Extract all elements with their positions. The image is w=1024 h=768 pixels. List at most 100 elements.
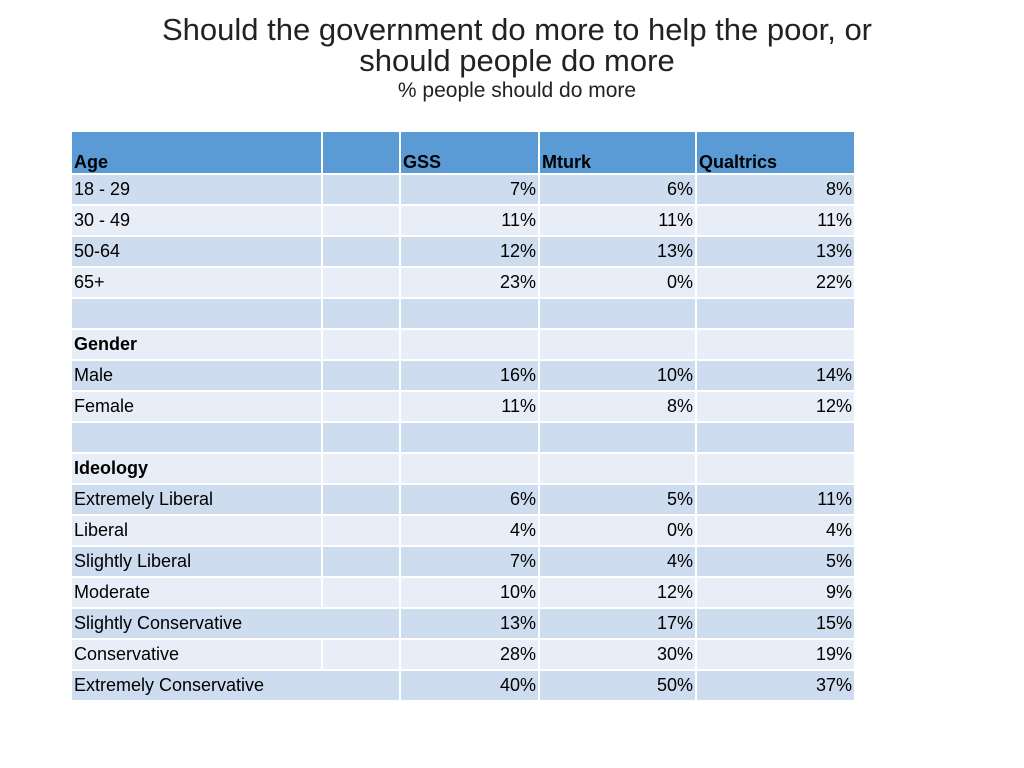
mturk-cell: 4%	[538, 545, 697, 578]
slide-title-line-1: Should the government do more to help th…	[161, 12, 873, 47]
table-row: Extremely Liberal 6% 5% 11%	[70, 483, 856, 516]
gss-cell: 23%	[399, 266, 540, 299]
qualtrics-cell: 14%	[695, 359, 856, 392]
qualtrics-cell: 4%	[695, 514, 856, 547]
qualtrics-cell: 19%	[695, 638, 856, 671]
row-blank-cell	[321, 576, 401, 609]
row-label: Female	[70, 390, 323, 423]
gss-cell	[399, 421, 540, 454]
qualtrics-cell: 11%	[695, 483, 856, 516]
row-label: Conservative	[70, 638, 323, 671]
qualtrics-cell: 9%	[695, 576, 856, 609]
table-body: 18 - 29 7% 6% 8% 30 - 49 11% 11% 11% 50-64 12% 13%…	[70, 173, 856, 702]
qualtrics-cell: 37%	[695, 669, 856, 702]
qualtrics-cell: 15%	[695, 607, 856, 640]
row-blank-cell	[321, 266, 401, 299]
gss-cell: 13%	[399, 607, 540, 640]
gss-cell: 12%	[399, 235, 540, 268]
slide-subtitle: % people should do more	[397, 79, 637, 102]
row-blank-cell	[321, 297, 401, 330]
mturk-cell: 6%	[538, 173, 697, 206]
qualtrics-cell: 8%	[695, 173, 856, 206]
row-label	[70, 297, 323, 330]
header-qualtrics: Qualtrics	[695, 130, 856, 175]
row-label: Male	[70, 359, 323, 392]
row-blank-cell	[321, 638, 401, 671]
qualtrics-cell: 5%	[695, 545, 856, 578]
gss-cell	[399, 328, 540, 361]
gss-cell	[399, 297, 540, 330]
gss-cell: 11%	[399, 204, 540, 237]
table-row: Female 11% 8% 12%	[70, 390, 856, 423]
gss-cell: 10%	[399, 576, 540, 609]
gss-cell: 7%	[399, 173, 540, 206]
row-blank-cell	[321, 483, 401, 516]
table-row: 65+ 23% 0% 22%	[70, 266, 856, 299]
qualtrics-cell: 22%	[695, 266, 856, 299]
mturk-cell: 8%	[538, 390, 697, 423]
table-row: Ideology	[70, 452, 856, 485]
slide-title: Should the government do more to help th…	[60, 14, 974, 76]
table-row: 30 - 49 11% 11% 11%	[70, 204, 856, 237]
qualtrics-cell	[695, 328, 856, 361]
mturk-cell: 10%	[538, 359, 697, 392]
table-row: Gender	[70, 328, 856, 361]
row-blank-cell	[321, 421, 401, 454]
table-row: Extremely Conservative 40% 50% 37%	[70, 669, 856, 702]
row-blank-cell	[321, 359, 401, 392]
row-blank-cell	[321, 390, 401, 423]
row-blank-cell	[321, 514, 401, 547]
row-label: 30 - 49	[70, 204, 323, 237]
header-age: Age	[70, 130, 323, 175]
row-label: Liberal	[70, 514, 323, 547]
table-row: Conservative 28% 30% 19%	[70, 638, 856, 671]
mturk-cell: 50%	[538, 669, 697, 702]
row-label: 65+	[70, 266, 323, 299]
row-label: 18 - 29	[70, 173, 323, 206]
row-blank-cell	[321, 235, 401, 268]
mturk-cell	[538, 421, 697, 454]
row-blank-cell	[321, 204, 401, 237]
mturk-cell: 5%	[538, 483, 697, 516]
gss-cell: 40%	[399, 669, 540, 702]
mturk-cell: 12%	[538, 576, 697, 609]
row-blank-cell	[321, 452, 401, 485]
gss-cell: 11%	[399, 390, 540, 423]
row-label: Ideology	[70, 452, 323, 485]
table-row: Liberal 4% 0% 4%	[70, 514, 856, 547]
table-row: Moderate 10% 12% 9%	[70, 576, 856, 609]
qualtrics-cell	[695, 421, 856, 454]
mturk-cell: 30%	[538, 638, 697, 671]
header-blank	[321, 130, 401, 175]
row-blank-cell	[321, 545, 401, 578]
row-label: 50-64	[70, 235, 323, 268]
table-row: 18 - 29 7% 6% 8%	[70, 173, 856, 206]
qualtrics-cell: 12%	[695, 390, 856, 423]
row-label: Extremely Liberal	[70, 483, 323, 516]
mturk-cell	[538, 297, 697, 330]
mturk-cell: 17%	[538, 607, 697, 640]
gss-cell: 28%	[399, 638, 540, 671]
qualtrics-cell: 11%	[695, 204, 856, 237]
table-row	[70, 421, 856, 454]
row-label	[70, 421, 323, 454]
table-row: Male 16% 10% 14%	[70, 359, 856, 392]
gss-cell	[399, 452, 540, 485]
row-blank-cell	[321, 328, 401, 361]
table-row: Slightly Liberal 7% 4% 5%	[70, 545, 856, 578]
mturk-cell: 11%	[538, 204, 697, 237]
mturk-cell: 13%	[538, 235, 697, 268]
table-row	[70, 297, 856, 330]
qualtrics-cell	[695, 297, 856, 330]
gss-cell: 6%	[399, 483, 540, 516]
row-label: Extremely Conservative	[70, 669, 401, 702]
row-blank-cell	[321, 173, 401, 206]
gss-cell: 16%	[399, 359, 540, 392]
mturk-cell: 0%	[538, 266, 697, 299]
mturk-cell: 0%	[538, 514, 697, 547]
row-label: Moderate	[70, 576, 323, 609]
gss-cell: 4%	[399, 514, 540, 547]
survey-table: Age GSS Mturk Qualtrics 18 - 29 7% 6% 8% 30 …	[70, 130, 856, 702]
header-gss: GSS	[399, 130, 540, 175]
table-row: Slightly Conservative 13% 17% 15%	[70, 607, 856, 640]
